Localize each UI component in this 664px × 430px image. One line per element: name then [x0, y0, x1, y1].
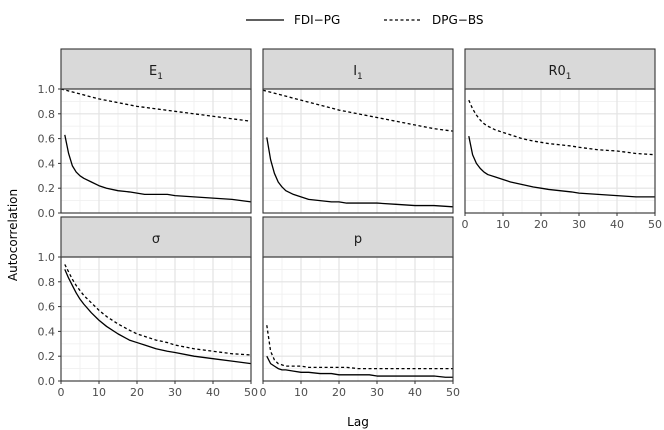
- panel-strip: [262, 216, 454, 258]
- x-tick-label: 10: [92, 386, 106, 399]
- panels: E1 0.0 0.2 0.4 0.6 0.8 1.0 I1 R01 0 10 20 30 40 50 σ 0.0…: [38, 48, 662, 399]
- panel-border: [60, 88, 252, 214]
- y-axis-title: Autocorrelation: [6, 189, 20, 281]
- x-tick-label: 0: [260, 386, 267, 399]
- x-tick-label: 30: [168, 386, 182, 399]
- y-tick-label: 0.4: [38, 325, 56, 338]
- panel-title: p: [354, 232, 362, 247]
- x-tick-label: 50: [446, 386, 460, 399]
- x-tick-label: 40: [206, 386, 220, 399]
- series-line-fdi-pg: [64, 134, 252, 203]
- panel-1: E1 0.0 0.2 0.4 0.6 0.8 1.0: [38, 48, 252, 220]
- y-tick-label: 0.4: [38, 157, 56, 170]
- y-tick-label: 0.8: [38, 276, 56, 289]
- series-line-fdi-pg: [266, 137, 454, 208]
- x-tick-label: 30: [572, 218, 586, 231]
- y-tick-label: 0.6: [38, 133, 56, 146]
- x-axis-title: Lag: [347, 415, 369, 429]
- panel-2: I1: [262, 48, 454, 214]
- y-tick-label: 0.2: [38, 182, 56, 195]
- x-tick-label: 40: [610, 218, 624, 231]
- legend-label-fdi: FDI−PG: [294, 13, 340, 27]
- x-tick-label: 0: [58, 386, 65, 399]
- y-tick-label: 0.0: [38, 207, 56, 220]
- panel-3: R01 0 10 20 30 40 50: [462, 48, 662, 231]
- panel-border: [60, 256, 252, 382]
- x-tick-label: 20: [534, 218, 548, 231]
- panel-strip: [60, 216, 252, 258]
- panel-border: [464, 88, 656, 214]
- panel-title: E1: [149, 64, 163, 82]
- y-tick-label: 0.2: [38, 350, 56, 363]
- y-tick-label: 0.8: [38, 108, 56, 121]
- x-tick-label: 50: [648, 218, 662, 231]
- x-tick-label: 20: [332, 386, 346, 399]
- x-tick-label: 0: [462, 218, 469, 231]
- x-tick-label: 30: [370, 386, 384, 399]
- panel-5: p 0 10 20 30 40 50: [260, 216, 460, 399]
- x-tick-label: 50: [244, 386, 258, 399]
- panel-title: σ: [152, 232, 160, 247]
- panel-title: R01: [548, 64, 571, 82]
- x-tick-label: 10: [294, 386, 308, 399]
- x-tick-label: 20: [130, 386, 144, 399]
- y-tick-label: 1.0: [38, 83, 56, 96]
- panel-strip: [60, 48, 252, 90]
- y-tick-label: 0.0: [38, 375, 56, 388]
- panel-strip: [262, 48, 454, 90]
- panel-border: [262, 256, 454, 382]
- panel-border: [262, 88, 454, 214]
- legend: FDI−PG DPG−BS: [246, 13, 483, 27]
- series-line-dpg-bs: [266, 325, 453, 370]
- legend-label-dpg: DPG−BS: [432, 13, 483, 27]
- y-tick-label: 0.6: [38, 301, 56, 314]
- series-line-fdi-pg: [468, 135, 655, 198]
- series-line-fdi-pg: [266, 355, 453, 378]
- panel-4: σ 0.0 0.2 0.4 0.6 0.8 1.0 0 10 20 30 40 50: [38, 216, 258, 399]
- y-tick-label: 1.0: [38, 251, 56, 264]
- series-line-dpg-bs: [64, 264, 252, 356]
- series-line-dpg-bs: [60, 88, 252, 122]
- panel-title: I1: [353, 64, 363, 82]
- x-tick-label: 10: [496, 218, 510, 231]
- series-line-fdi-pg: [64, 269, 252, 365]
- x-tick-label: 40: [408, 386, 422, 399]
- series-line-dpg-bs: [468, 99, 656, 156]
- series-line-dpg-bs: [262, 89, 454, 132]
